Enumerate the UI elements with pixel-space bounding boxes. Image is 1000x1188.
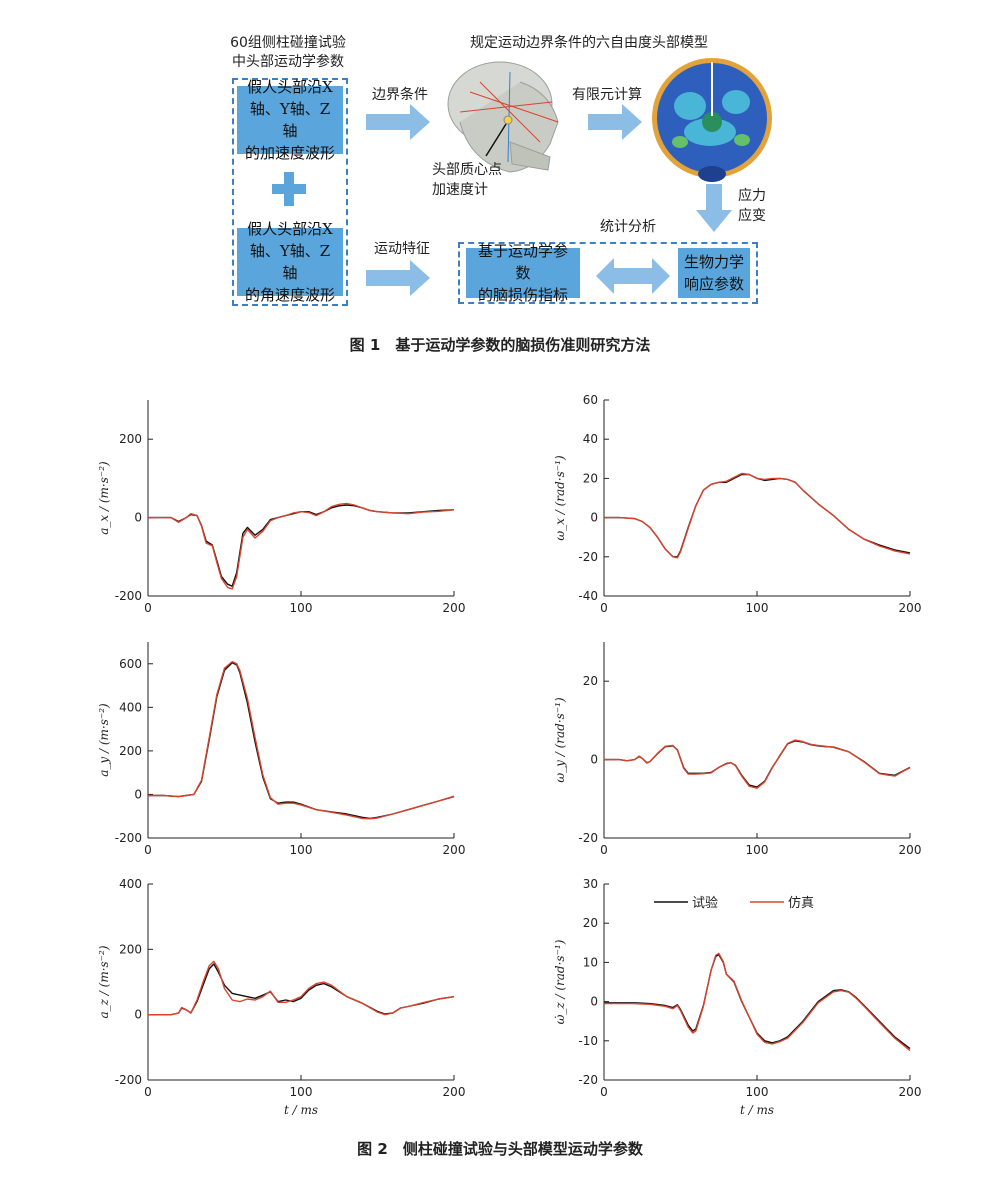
label-fem: 有限元计算 [572, 87, 642, 103]
x-tick-label: 100 [746, 843, 769, 857]
y-tick-label: 40 [583, 432, 598, 446]
top-title: 规定运动边界条件的六自由度头部模型 [470, 35, 708, 51]
y-tick-label: -20 [578, 831, 598, 845]
y-tick-label: 10 [583, 955, 598, 969]
y-tick-label: -20 [578, 550, 598, 564]
label-stress: 应力 应变 [738, 188, 766, 224]
legend-label: 试验 [692, 895, 718, 911]
x-tick-label: 200 [443, 1085, 466, 1099]
arrow-double [596, 258, 670, 294]
x-tick-label: 0 [600, 843, 608, 857]
y-tick-label: 0 [590, 511, 598, 525]
label-stats: 统计分析 [600, 219, 656, 235]
x-tick-label: 100 [290, 843, 313, 857]
x-tick-label: 100 [746, 601, 769, 615]
analysis-group-box [458, 242, 758, 304]
label-accelerometer: 头部质心点 加速度计 [432, 162, 502, 198]
y-axis-label: a_z / (m·s⁻²) [97, 945, 111, 1018]
y-tick-label: 200 [119, 432, 142, 446]
x-tick-label: 0 [144, 843, 152, 857]
label-motion: 运动特征 [374, 241, 430, 257]
y-axis-label: ω_x / (rad·s⁻¹) [553, 455, 567, 541]
y-tick-label: 0 [134, 1008, 142, 1022]
y-tick-label: 20 [583, 471, 598, 485]
y-tick-label: 20 [583, 916, 598, 930]
series-line-test [604, 740, 911, 788]
x-axis-label: t / ms [284, 1103, 318, 1117]
chart-ay: -200 0 200 400 600 0 100 200 a_y / (m·s⁻²) [80, 632, 480, 866]
legend-label: 仿真 [788, 896, 814, 911]
figure1-caption: 图 1 基于运动学参数的脑损伤准则研究方法 [349, 336, 651, 354]
series-line-sim [148, 960, 455, 1016]
x-tick-label: 0 [600, 1085, 608, 1099]
input-group-box [232, 78, 348, 306]
chart-wz: -20 -10 0 10 20 30 0 100 200 ω̇_z / (rad·s⁻¹) t / … [536, 874, 936, 1128]
x-tick-label: 100 [746, 1085, 769, 1099]
box-bio-response: 生物力学 响应参数 [678, 248, 750, 298]
y-tick-label: 0 [134, 511, 142, 525]
y-axis-label: a_x / (m·s⁻²) [97, 461, 111, 535]
label-boundary: 边界条件 [372, 87, 428, 103]
series-line-sim [148, 502, 455, 590]
arrow-motion [366, 260, 430, 296]
head-model-illustration [447, 61, 559, 173]
y-tick-label: 200 [119, 744, 142, 758]
y-tick-label: 400 [119, 700, 142, 714]
chart-ax: -200 0 200 0 100 200 a_x / (m·s⁻²) [80, 390, 480, 624]
series-line-test [604, 473, 911, 558]
series-line-test [148, 504, 455, 587]
figure1-arrows [366, 104, 732, 296]
series-line-sim [604, 952, 911, 1052]
x-tick-label: 200 [899, 843, 922, 857]
arrow-stress [696, 184, 732, 232]
series-line-sim [148, 660, 455, 820]
y-tick-label: 600 [119, 657, 142, 671]
x-tick-label: 100 [290, 1085, 313, 1099]
y-axis-label: ω_y / (rad·s⁻¹) [553, 697, 567, 783]
figure-2: -200 0 200 0 100 200 a_x / (m·s⁻²) -40 -20 0 20 40… [0, 380, 1000, 1140]
y-axis-label: ω̇_z / (rad·s⁻¹) [553, 939, 567, 1024]
y-tick-label: -200 [115, 589, 142, 603]
y-tick-label: -20 [578, 1073, 598, 1087]
y-tick-label: 400 [119, 877, 142, 891]
y-tick-label: -200 [115, 831, 142, 845]
x-tick-label: 0 [144, 601, 152, 615]
x-tick-label: 0 [144, 1085, 152, 1099]
x-axis-label: t / ms [740, 1103, 774, 1117]
arrow-boundary [366, 104, 430, 140]
box-injury-metric: 基于运动学参数 的脑损伤指标 [466, 242, 580, 304]
arrow-fem [588, 104, 642, 140]
series-line-sim [604, 472, 911, 559]
x-tick-label: 100 [290, 601, 313, 615]
figure-1: 60组侧柱碰撞试验 中头部运动学参数 规定运动边界条件的六自由度头部模型 假人头… [0, 0, 1000, 354]
figure2-caption: 图 2 侧柱碰撞试验与头部模型运动学参数 [357, 1140, 643, 1158]
y-tick-label: -200 [115, 1073, 142, 1087]
series-line-sim [604, 739, 911, 789]
y-tick-label: 60 [583, 393, 598, 407]
x-tick-label: 200 [899, 601, 922, 615]
x-tick-label: 200 [443, 843, 466, 857]
chart-wy: -20 0 20 0 100 200 ω_y / (rad·s⁻¹) [536, 632, 936, 866]
y-tick-label: 200 [119, 942, 142, 956]
y-tick-label: 0 [134, 787, 142, 801]
x-tick-label: 200 [899, 1085, 922, 1099]
x-tick-label: 200 [443, 601, 466, 615]
y-tick-label: -10 [578, 1034, 598, 1048]
brain-fe-model [652, 58, 772, 182]
y-tick-label: -40 [578, 589, 598, 603]
y-tick-label: 0 [590, 753, 598, 767]
y-axis-label: a_y / (m·s⁻²) [97, 703, 111, 777]
y-tick-label: 0 [590, 995, 598, 1009]
chart-az: -200 0 200 400 0 100 200 a_z / (m·s⁻²) t / ms [80, 874, 480, 1128]
plus-icon [272, 172, 306, 206]
y-tick-label: 20 [583, 674, 598, 688]
y-tick-label: 30 [583, 877, 598, 891]
x-tick-label: 0 [600, 601, 608, 615]
chart-wx: -40 -20 0 20 40 60 0 100 200 ω_x / (rad·s⁻¹) [536, 390, 936, 624]
left-title: 60组侧柱碰撞试验 中头部运动学参数 [230, 35, 346, 70]
